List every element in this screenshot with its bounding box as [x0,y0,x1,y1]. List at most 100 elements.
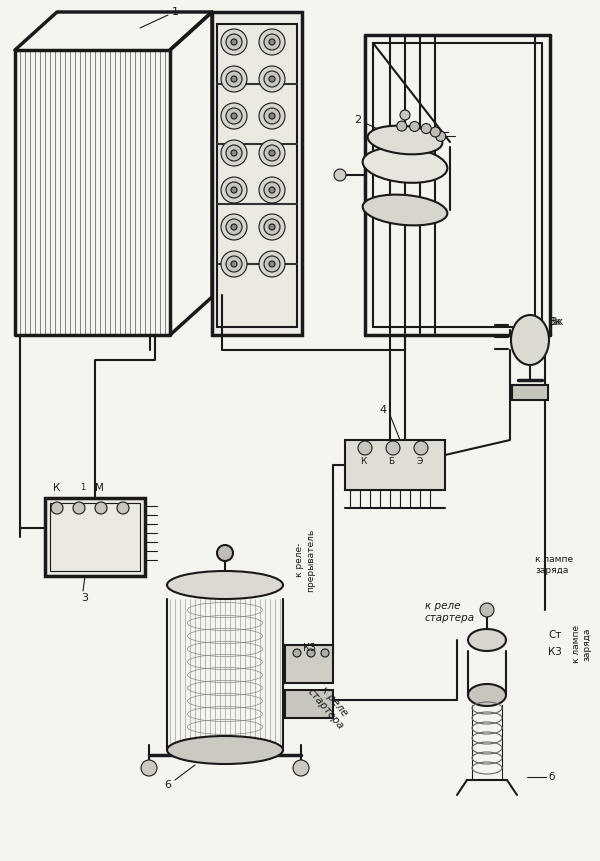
Circle shape [264,219,280,235]
Circle shape [259,251,285,277]
Circle shape [221,66,247,92]
Circle shape [221,29,247,55]
Circle shape [231,39,237,45]
Text: К: К [360,457,366,467]
Circle shape [480,603,494,617]
Text: К3: К3 [548,647,562,657]
Circle shape [221,214,247,240]
Circle shape [95,502,107,514]
Circle shape [117,502,129,514]
Bar [285,645,333,683]
Circle shape [400,110,410,120]
Text: Ст: Ст [548,630,562,640]
Text: 4: 4 [379,405,386,415]
Circle shape [269,150,275,156]
Ellipse shape [362,195,448,226]
Text: Б: Б [388,457,394,467]
Circle shape [334,169,346,181]
Text: б: б [548,772,554,782]
Bar [217,24,297,327]
Circle shape [264,71,280,87]
Circle shape [226,34,242,50]
Circle shape [231,113,237,119]
Circle shape [293,649,301,657]
Text: 3: 3 [82,593,89,603]
Text: 1: 1 [80,484,85,492]
Circle shape [226,219,242,235]
Ellipse shape [368,126,442,154]
Text: 6: 6 [164,780,172,790]
Circle shape [264,145,280,161]
Text: К: К [53,483,60,493]
Circle shape [259,66,285,92]
Circle shape [269,261,275,267]
Circle shape [217,545,233,561]
Circle shape [293,760,309,776]
Circle shape [386,441,400,455]
Circle shape [259,29,285,55]
Text: к реле-
прерыватель: к реле- прерыватель [295,529,314,592]
Circle shape [264,34,280,50]
Circle shape [231,76,237,82]
Text: 2: 2 [355,115,362,125]
Circle shape [397,121,407,131]
Circle shape [307,649,315,657]
Circle shape [321,649,329,657]
Bar [285,690,333,718]
Text: М: М [95,483,104,493]
Circle shape [269,187,275,193]
Circle shape [269,39,275,45]
Circle shape [421,123,431,133]
Circle shape [231,150,237,156]
Text: к лампе
заряда: к лампе заряда [572,625,592,663]
Circle shape [430,127,440,137]
Circle shape [226,108,242,124]
Circle shape [269,224,275,230]
Circle shape [221,251,247,277]
Text: К3: К3 [304,643,317,653]
Ellipse shape [167,571,283,599]
Circle shape [226,182,242,198]
Circle shape [231,187,237,193]
Circle shape [436,132,446,141]
Circle shape [221,177,247,203]
Bar [50,503,140,571]
Circle shape [221,103,247,129]
Circle shape [269,76,275,82]
Circle shape [269,113,275,119]
Bar [45,498,145,576]
FancyBboxPatch shape [512,385,548,400]
Ellipse shape [511,315,549,365]
Text: Вк: Вк [548,317,562,327]
Text: к реле
стартера: к реле стартера [425,601,475,623]
Text: Э: Э [417,457,423,467]
Text: к лампе
заряда: к лампе заряда [535,555,573,574]
Text: к реле
стартера: к реле стартера [305,678,355,731]
Circle shape [264,182,280,198]
Circle shape [226,256,242,272]
Circle shape [259,103,285,129]
Circle shape [221,140,247,166]
Circle shape [259,214,285,240]
Circle shape [231,261,237,267]
Ellipse shape [468,684,506,706]
Circle shape [358,441,372,455]
Bar [345,440,445,490]
Circle shape [264,108,280,124]
Circle shape [141,760,157,776]
Circle shape [226,145,242,161]
Circle shape [231,224,237,230]
Circle shape [414,441,428,455]
Ellipse shape [362,147,448,183]
Circle shape [226,71,242,87]
Circle shape [73,502,85,514]
Circle shape [259,177,285,203]
Text: Вк: Вк [550,317,565,327]
Circle shape [259,140,285,166]
Circle shape [410,121,419,132]
Circle shape [51,502,63,514]
Ellipse shape [468,629,506,651]
Circle shape [264,256,280,272]
Bar [212,12,302,335]
Text: 1: 1 [172,7,179,17]
